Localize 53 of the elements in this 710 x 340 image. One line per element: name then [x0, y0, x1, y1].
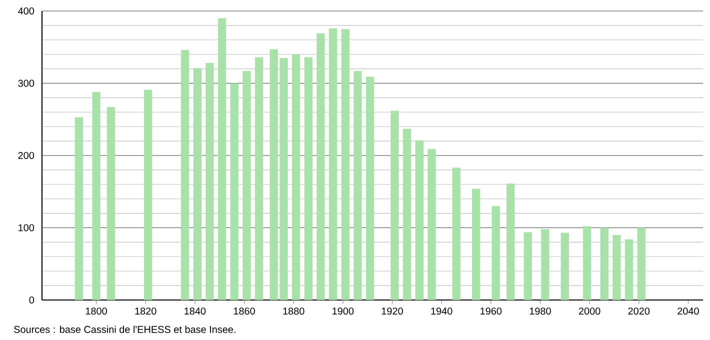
- bar: [472, 188, 480, 300]
- bar: [354, 70, 362, 300]
- bar: [560, 232, 569, 300]
- bar: [206, 63, 214, 300]
- x-tick-label: 1860: [234, 308, 255, 315]
- bar: [304, 57, 312, 300]
- bar: [541, 229, 550, 300]
- bar: [524, 232, 532, 300]
- bar: [612, 234, 621, 300]
- bar: [390, 110, 399, 300]
- x-tick-label: 2000: [578, 308, 600, 315]
- bar: [180, 50, 190, 300]
- x-tick-label: 1900: [332, 308, 354, 315]
- bar: [242, 70, 251, 300]
- x-tick-label: 1940: [431, 308, 452, 315]
- y-tick-label: 0: [29, 296, 34, 304]
- bar: [292, 54, 300, 300]
- bar: [506, 184, 515, 300]
- bar: [74, 117, 84, 300]
- y-tick-label: 400: [18, 7, 34, 15]
- bar: [218, 18, 226, 300]
- bar: [328, 28, 338, 300]
- x-tick-label: 1920: [382, 308, 403, 315]
- x-tick-label: 2040: [678, 308, 699, 315]
- bar: [402, 128, 412, 300]
- x-tick-label: 1980: [530, 308, 551, 315]
- bar: [600, 228, 608, 300]
- bar: [106, 107, 116, 300]
- bar: [452, 168, 460, 300]
- bar: [415, 140, 424, 300]
- bar: [193, 68, 202, 300]
- bar: [316, 33, 325, 300]
- source-note: Sources : base Cassini de l'EHESS et base Insee.: [14, 326, 236, 333]
- x-tick-label: 1880: [283, 308, 304, 315]
- bar: [92, 92, 100, 300]
- y-tick-label: 100: [18, 224, 34, 232]
- x-tick-label: 1840: [184, 308, 206, 315]
- bar: [428, 149, 436, 300]
- bar: [583, 226, 592, 300]
- x-tick-label: 2020: [628, 308, 650, 315]
- bar: [624, 239, 634, 300]
- bar: [254, 57, 264, 300]
- bar: [492, 206, 500, 300]
- y-tick-label: 200: [18, 152, 34, 160]
- bar: [144, 90, 152, 300]
- x-tick-label: 1820: [135, 308, 156, 315]
- bar: [230, 83, 238, 300]
- x-tick-label: 1960: [480, 308, 502, 315]
- bar: [637, 228, 646, 300]
- bar: [366, 76, 374, 300]
- y-tick-label: 300: [18, 80, 34, 87]
- x-tick-label: 1800: [86, 308, 107, 315]
- bar: [341, 29, 350, 300]
